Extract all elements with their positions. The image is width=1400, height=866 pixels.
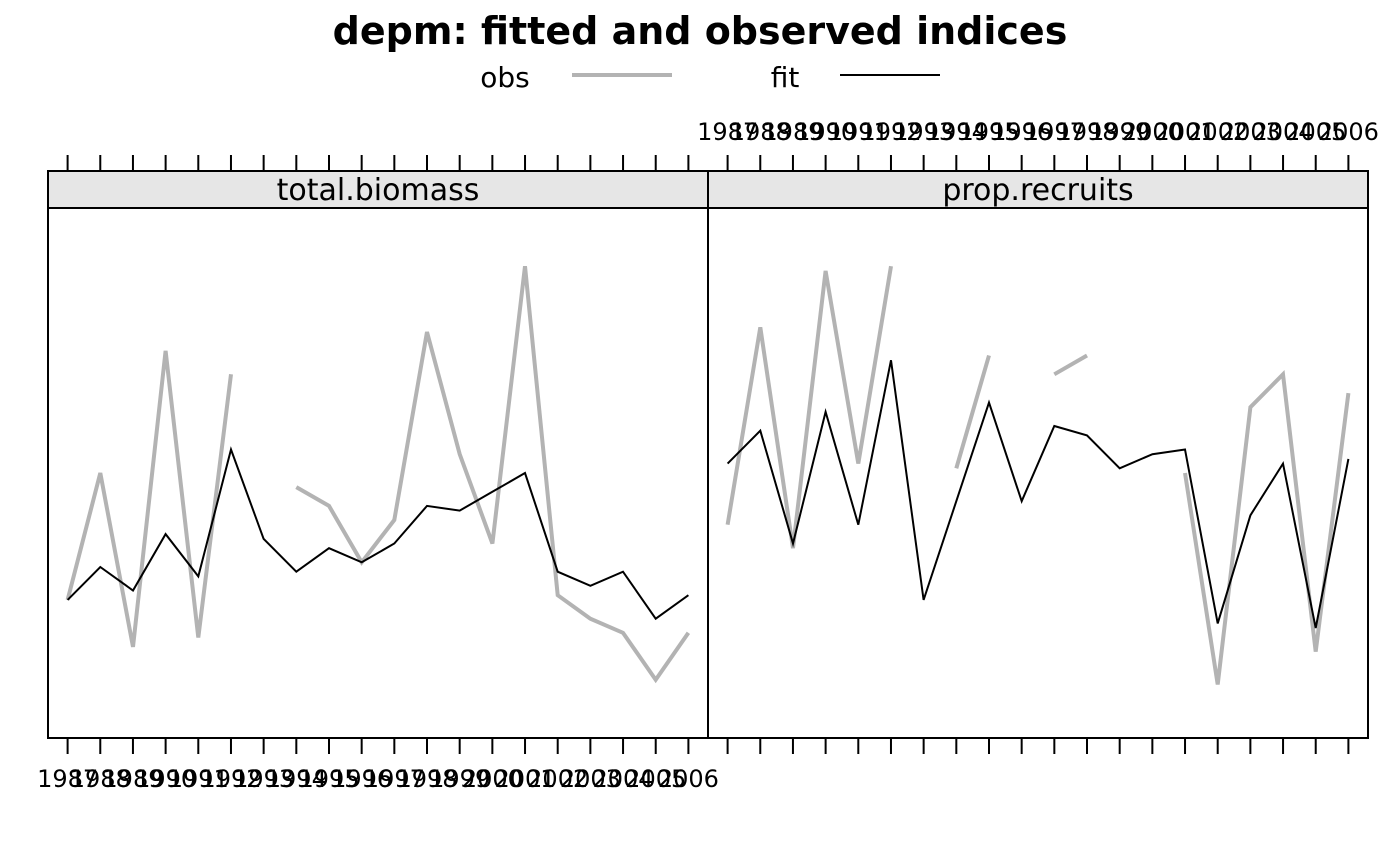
x-tick-label: 1998 [1056, 118, 1117, 146]
panels: total.biomass198719881989199019911992199… [37, 118, 1379, 793]
x-tick-label: 1988 [70, 765, 131, 793]
x-tick-label: 1992 [200, 765, 261, 793]
x-tick-label: 2001 [1154, 118, 1215, 146]
x-tick-label: 1988 [730, 118, 791, 146]
plot-frame [707, 207, 1369, 739]
x-tick-label: 2000 [1122, 118, 1183, 146]
x-tick-label: 1987 [37, 765, 98, 793]
x-tick-label: 2000 [462, 765, 523, 793]
x-tick-label: 2004 [593, 765, 654, 793]
legend-label-fit: fit [771, 61, 800, 94]
panel-prop-recruits: prop.recruits198719881989199019911992199… [697, 118, 1379, 754]
series-line-obs [65, 350, 233, 648]
panel-total-biomass: total.biomass198719881989199019911992199… [37, 155, 719, 793]
series-line-fit [726, 360, 1350, 629]
x-tick-label: 2006 [658, 765, 719, 793]
chart-title: depm: fitted and observed indices [333, 9, 1068, 53]
x-tick-label: 1995 [958, 118, 1019, 146]
x-tick-label: 1999 [1089, 118, 1150, 146]
x-tick-label: 1989 [762, 118, 823, 146]
x-tick-label: 2001 [494, 765, 555, 793]
x-tick-label: 1993 [233, 765, 294, 793]
x-tick-label: 2004 [1253, 118, 1314, 146]
series-line-obs [954, 354, 991, 469]
x-tick-label: 2005 [625, 765, 686, 793]
series-line-obs [295, 265, 691, 684]
x-tick-label: 1997 [1024, 118, 1085, 146]
x-tick-label: 1994 [266, 765, 327, 793]
x-tick-label: 1990 [135, 765, 196, 793]
strip-label: total.biomass [277, 173, 480, 208]
strip-label: prop.recruits [942, 173, 1133, 208]
x-tick-label: 2002 [527, 765, 588, 793]
x-tick-label: 2003 [560, 765, 621, 793]
series-line-fit [66, 446, 689, 621]
x-tick-label: 2003 [1220, 118, 1281, 146]
x-tick-label: 1998 [396, 765, 457, 793]
x-tick-label: 1996 [331, 765, 392, 793]
x-tick-label: 1994 [926, 118, 987, 146]
x-tick-label: 1991 [168, 765, 229, 793]
x-tick-label: 2005 [1285, 118, 1346, 146]
plot-frame [47, 207, 709, 739]
x-tick-label: 1990 [795, 118, 856, 146]
x-tick-label: 1992 [860, 118, 921, 146]
x-tick-label: 1999 [429, 765, 490, 793]
x-tick-label: 1995 [298, 765, 359, 793]
legend: obs fit [480, 61, 940, 94]
x-tick-label: 1997 [364, 765, 425, 793]
x-tick-label: 1987 [697, 118, 758, 146]
series-line-obs [1053, 353, 1088, 377]
series-line-obs [1183, 369, 1351, 685]
x-tick-label: 1996 [991, 118, 1052, 146]
strip-background [707, 170, 1369, 209]
x-tick-label: 1989 [102, 765, 163, 793]
legend-label-obs: obs [480, 61, 530, 94]
series-line-obs [725, 265, 893, 549]
x-tick-label: 1991 [828, 118, 889, 146]
x-tick-label: 2006 [1318, 118, 1379, 146]
x-tick-label: 2002 [1187, 118, 1248, 146]
x-tick-label: 1993 [893, 118, 954, 146]
